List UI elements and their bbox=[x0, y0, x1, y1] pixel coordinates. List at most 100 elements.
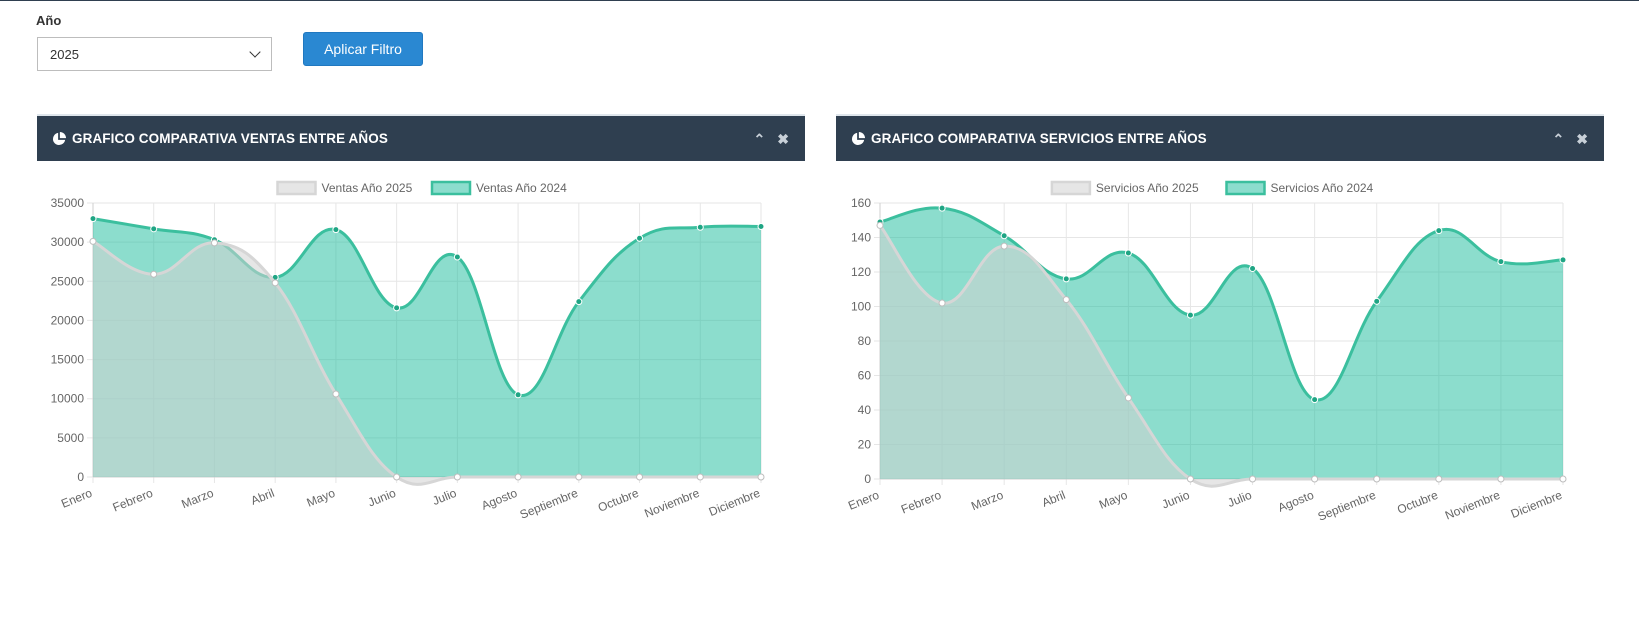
x-tick-label: Octubre bbox=[1395, 488, 1440, 517]
y-tick-label: 15000 bbox=[51, 353, 85, 367]
series-2025-point bbox=[696, 473, 704, 481]
series-2024-point bbox=[1373, 297, 1381, 305]
x-tick-label: Febrero bbox=[899, 488, 944, 517]
year-filter-label: Año bbox=[36, 13, 62, 28]
services-area-chart: Servicios Año 2025 Servicios Año 2024 0 20 4… bbox=[846, 180, 1567, 524]
series-2024-point bbox=[89, 215, 97, 223]
y-tick-label: 140 bbox=[851, 231, 871, 245]
y-tick-label: 25000 bbox=[51, 274, 85, 288]
x-tick-label: Noviembre bbox=[1443, 488, 1502, 523]
series-2025-point bbox=[575, 473, 583, 481]
x-tick-label: Noviembre bbox=[642, 486, 701, 521]
series-2025-point bbox=[150, 270, 158, 278]
series-2024-point bbox=[636, 234, 644, 242]
series-2024-point bbox=[938, 204, 946, 212]
x-tick-label: Septiembre bbox=[518, 486, 580, 522]
legend-swatch bbox=[1050, 180, 1092, 196]
x-tick-label: Enero bbox=[59, 486, 94, 511]
series-2024-point bbox=[1124, 249, 1132, 257]
series-2025-point bbox=[453, 473, 461, 481]
series-2025-point bbox=[1497, 475, 1505, 483]
x-tick-label: Diciembre bbox=[707, 486, 763, 519]
apply-filter-button[interactable]: Aplicar Filtro bbox=[303, 32, 423, 66]
series-2024-point bbox=[1559, 256, 1567, 264]
year-select-value: 2025 bbox=[50, 46, 79, 62]
chevron-up-icon[interactable]: ⌃ bbox=[753, 130, 766, 147]
series-2025-point bbox=[636, 473, 644, 481]
series-2024-point bbox=[393, 304, 401, 312]
x-tick-label: Abril bbox=[249, 486, 277, 508]
series-2025-area bbox=[93, 241, 761, 485]
x-tick-label: Junio bbox=[366, 486, 398, 510]
y-tick-label: 80 bbox=[858, 334, 872, 348]
pie-chart-icon bbox=[52, 131, 66, 145]
series-2025-point bbox=[271, 279, 279, 287]
legend-swatch bbox=[430, 180, 472, 196]
x-tick-label: Agosto bbox=[1276, 488, 1316, 515]
x-tick-label: Febrero bbox=[111, 486, 156, 515]
y-tick-label: 0 bbox=[77, 470, 84, 484]
series-2025-point bbox=[514, 473, 522, 481]
series-2025-point bbox=[1186, 475, 1194, 483]
chevron-up-icon[interactable]: ⌃ bbox=[1552, 130, 1565, 147]
y-tick-label: 20 bbox=[858, 438, 872, 452]
x-tick-label: Marzo bbox=[179, 486, 215, 512]
series-2025-point bbox=[393, 473, 401, 481]
x-tick-label: Agosto bbox=[479, 486, 519, 513]
sales-panel-title: GRAFICO COMPARATIVA VENTAS ENTRE AÑOS bbox=[72, 131, 388, 146]
sales-area-chart: Ventas Año 2025 Ventas Año 2024 0 5000 10000… bbox=[51, 180, 765, 522]
y-tick-label: 0 bbox=[864, 472, 871, 486]
x-tick-label: Julio bbox=[430, 486, 458, 508]
x-tick-label: Enero bbox=[846, 488, 881, 513]
y-tick-label: 100 bbox=[851, 300, 871, 314]
x-tick-label: Marzo bbox=[969, 488, 1005, 514]
y-tick-label: 60 bbox=[858, 369, 872, 383]
close-icon[interactable]: ✖ bbox=[777, 130, 789, 147]
series-2025-point bbox=[876, 221, 884, 229]
series-2025-point bbox=[1000, 242, 1008, 250]
services-panel-header: GRAFICO COMPARATIVA SERVICIOS ENTRE AÑOS… bbox=[836, 114, 1604, 161]
legend-swatch bbox=[276, 180, 317, 196]
series-2025-point bbox=[1062, 296, 1070, 304]
x-tick-label: Octubre bbox=[596, 486, 641, 515]
series-2024-point bbox=[1249, 265, 1257, 273]
y-tick-label: 120 bbox=[851, 265, 871, 279]
series-2024-point bbox=[1062, 275, 1070, 283]
legend-swatch bbox=[1225, 180, 1266, 196]
y-tick-label: 30000 bbox=[51, 235, 85, 249]
series-2025-point bbox=[1435, 475, 1443, 483]
legend-label: Servicios Año 2025 bbox=[1096, 181, 1199, 195]
services-chart-panel: GRAFICO COMPARATIVA SERVICIOS ENTRE AÑOS… bbox=[836, 114, 1604, 574]
x-tick-label: Julio bbox=[1226, 488, 1254, 510]
x-tick-label: Mayo bbox=[305, 486, 338, 510]
series-2025-point bbox=[1124, 394, 1132, 402]
year-select[interactable]: 2025 bbox=[37, 37, 272, 71]
y-tick-label: 160 bbox=[851, 196, 871, 210]
legend-label: Ventas Año 2025 bbox=[322, 181, 413, 195]
series-2025-point bbox=[1311, 475, 1319, 483]
series-2025-point bbox=[89, 237, 97, 245]
x-tick-label: Abril bbox=[1040, 488, 1068, 510]
series-2024-point bbox=[514, 391, 522, 399]
series-2024-point bbox=[575, 298, 583, 306]
series-2025-point bbox=[757, 473, 765, 481]
chevron-down-icon bbox=[249, 46, 261, 58]
series-2024-point bbox=[1435, 227, 1443, 235]
legend-label: Servicios Año 2024 bbox=[1271, 181, 1374, 195]
series-2024-point bbox=[1000, 232, 1008, 240]
series-2025-point bbox=[210, 239, 218, 247]
sales-panel-header: GRAFICO COMPARATIVA VENTAS ENTRE AÑOS ⌃ … bbox=[37, 114, 805, 161]
series-2024-point bbox=[1186, 311, 1194, 319]
x-tick-label: Septiembre bbox=[1316, 488, 1378, 524]
x-tick-label: Diciembre bbox=[1509, 488, 1565, 521]
services-panel-title: GRAFICO COMPARATIVA SERVICIOS ENTRE AÑOS bbox=[871, 131, 1207, 146]
series-2025-area bbox=[880, 225, 1563, 487]
close-icon[interactable]: ✖ bbox=[1576, 130, 1588, 147]
y-tick-label: 20000 bbox=[51, 313, 85, 327]
y-tick-label: 5000 bbox=[57, 431, 84, 445]
y-tick-label: 35000 bbox=[51, 196, 85, 210]
y-tick-label: 10000 bbox=[51, 392, 85, 406]
series-2024-point bbox=[757, 222, 765, 230]
x-tick-label: Mayo bbox=[1097, 488, 1130, 512]
series-2024-point bbox=[1311, 396, 1319, 404]
